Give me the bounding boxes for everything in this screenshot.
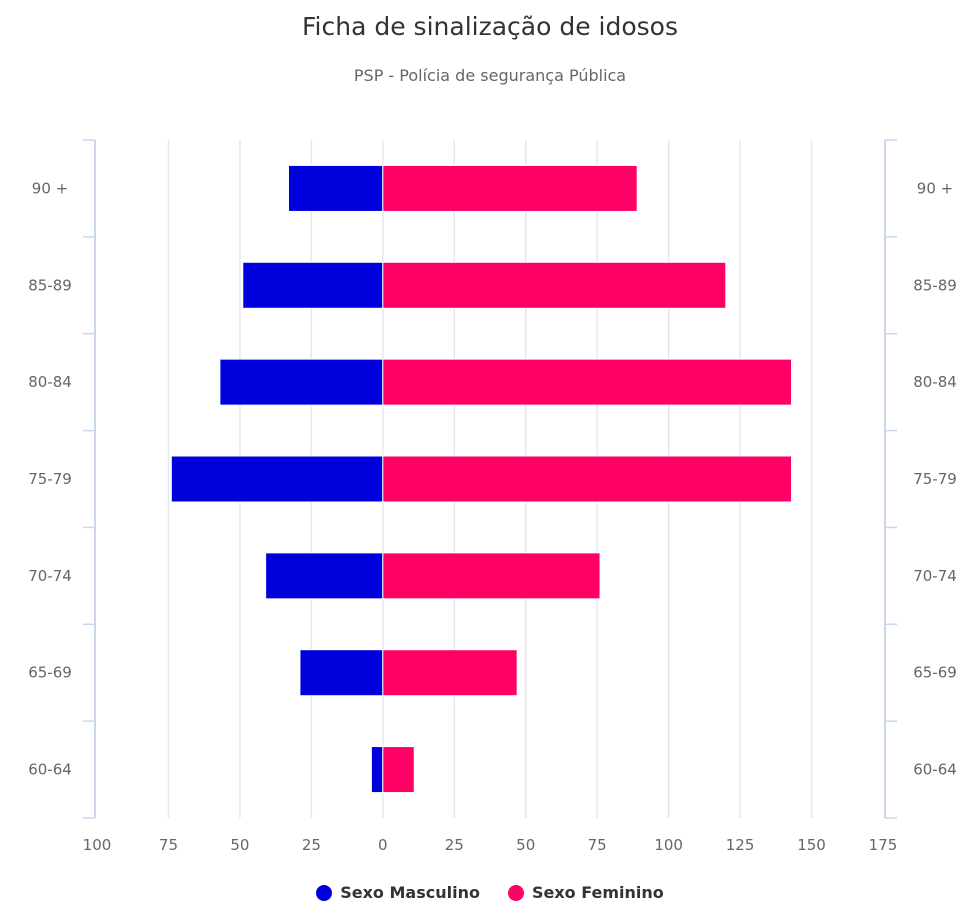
y-tick-label-right: 75-79 [913, 470, 957, 488]
y-tick-label-right: 90 + [917, 179, 953, 197]
bar-masculino [287, 164, 384, 212]
y-tick-label-right: 80-84 [913, 373, 957, 391]
bar-feminino [382, 746, 415, 794]
legend-label-feminino: Sexo Feminino [531, 883, 664, 902]
x-tick-label: 25 [445, 836, 464, 854]
y-tick-label-left: 80-84 [28, 373, 72, 391]
x-tick-label: 25 [302, 836, 321, 854]
x-tick-label: 125 [726, 836, 755, 854]
y-tick-label-left: 90 + [32, 179, 68, 197]
y-tick-label-left: 60-64 [28, 761, 72, 779]
bar-masculino [219, 358, 384, 406]
bar-masculino [170, 455, 384, 503]
bar-feminino [382, 261, 727, 309]
bar-feminino [382, 552, 601, 600]
legend-item-feminino[interactable]: Sexo Feminino [507, 883, 664, 902]
y-tick-label-right: 60-64 [913, 761, 957, 779]
legend-label-masculino: Sexo Masculino [340, 883, 480, 902]
y-tick-label-left: 75-79 [28, 470, 72, 488]
bar-feminino [382, 358, 793, 406]
x-tick-label: 0 [378, 836, 388, 854]
x-tick-label: 50 [516, 836, 535, 854]
y-tick-label-left: 65-69 [28, 664, 72, 682]
x-tick-label: 150 [797, 836, 826, 854]
legend-item-masculino[interactable]: Sexo Masculino [316, 883, 480, 902]
y-tick-label-right: 70-74 [913, 567, 957, 585]
x-tick-label: 75 [588, 836, 607, 854]
y-tick-label-right: 65-69 [913, 664, 957, 682]
legend: Sexo Masculino Sexo Feminino [0, 883, 980, 902]
bar-masculino [265, 552, 384, 600]
bar-feminino [382, 649, 518, 697]
y-tick-label-left: 70-74 [28, 567, 72, 585]
x-tick-label: 75 [159, 836, 178, 854]
chart-subtitle: PSP - Polícia de segurança Pública [353, 66, 627, 85]
bar-masculino [299, 649, 384, 697]
y-tick-label-left: 85-89 [28, 276, 72, 294]
bar-feminino [382, 455, 793, 503]
legend-marker-feminino [507, 884, 524, 901]
bar-masculino [370, 746, 384, 794]
bar-feminino [382, 164, 638, 212]
y-tick-label-right: 85-89 [913, 276, 957, 294]
bar-masculino [242, 261, 384, 309]
legend-marker-masculino [316, 884, 333, 901]
x-tick-label: 50 [230, 836, 249, 854]
x-tick-label: 175 [869, 836, 898, 854]
x-tick-label: 100 [83, 836, 112, 854]
chart-title: Ficha de sinalização de idosos [302, 12, 678, 41]
x-tick-label: 100 [654, 836, 683, 854]
